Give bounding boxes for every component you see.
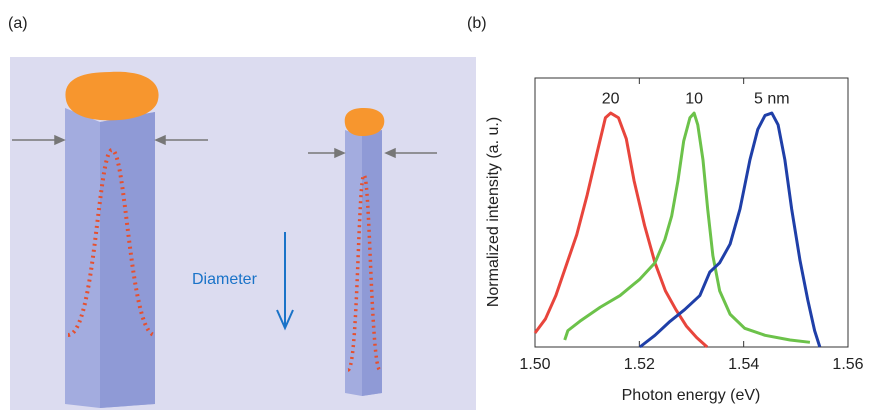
small-wire-face <box>362 130 382 396</box>
series-line <box>533 111 709 349</box>
panel-label: (b) <box>467 15 487 32</box>
panel-label: (a) <box>8 15 28 32</box>
large-wire-face <box>100 112 155 408</box>
nanowire-diagram: Diameter <box>10 57 476 410</box>
series-label: 10 <box>685 90 703 107</box>
small-wire-top <box>344 108 385 136</box>
annotation: Diameter <box>192 271 258 288</box>
arrows <box>12 134 437 159</box>
plot-frame <box>534 77 849 348</box>
x-tick-label: 1.56 <box>832 356 863 373</box>
mode-profile <box>67 147 156 337</box>
x-tick-label: 1.52 <box>624 356 655 373</box>
x-tick-label: 1.50 <box>519 356 550 373</box>
x-axis-label: Photon energy (eV) <box>622 387 761 404</box>
series-line <box>638 111 822 349</box>
series-label: 20 <box>602 90 620 107</box>
series-line <box>563 111 811 344</box>
large-wire-top <box>65 71 159 121</box>
diameter-arrowhead <box>276 309 294 331</box>
series-label: 5 nm <box>754 90 790 107</box>
y-axis-label: Normalized intensity (a. u.) <box>485 117 502 307</box>
x-tick-label: 1.54 <box>728 356 759 373</box>
